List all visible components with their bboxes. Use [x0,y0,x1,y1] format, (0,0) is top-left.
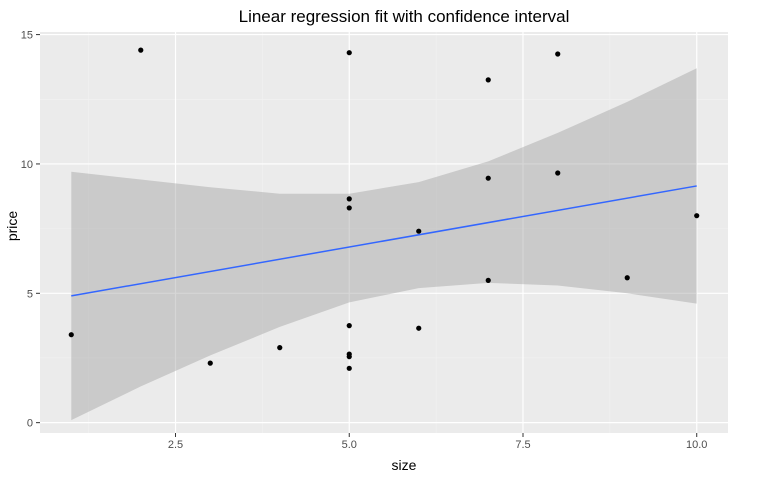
data-point [346,365,352,371]
y-tick-label: 15 [21,30,33,42]
data-point [346,50,352,56]
regression-line [71,185,697,297]
data-point [138,47,144,53]
data-point [346,323,352,329]
data-point [346,196,352,202]
data-point [555,51,561,57]
fit-line-layer [71,185,697,297]
points-layer [68,47,700,371]
data-point [555,170,561,176]
x-tick-label: 7.5 [515,439,530,451]
data-point [624,275,630,281]
data-point [346,354,352,360]
x-axis-ticks: 2.5 5.0 7.5 10.0 [168,433,707,451]
x-tick-label: 10.0 [686,439,707,451]
chart-title: Linear regression fit with confidence in… [239,7,570,26]
confidence-band-layer [71,68,697,421]
y-axis-ticks: 0 5 10 15 [21,30,40,430]
data-point [485,77,491,83]
data-point [207,360,213,366]
x-axis-title: size [392,457,417,473]
x-tick-label: 2.5 [168,439,183,451]
data-point [416,228,422,234]
y-axis-title: price [4,211,20,242]
data-point [694,213,700,219]
y-tick-label: 5 [27,288,33,300]
y-tick-label: 10 [21,159,33,171]
data-point [346,205,352,211]
confidence-band [71,68,697,421]
y-tick-label: 0 [27,418,33,430]
plot-panel [40,32,728,433]
x-tick-label: 5.0 [342,439,357,451]
data-point [485,277,491,283]
data-point [485,175,491,181]
data-point [68,332,74,338]
grid-major [40,32,728,433]
data-point [277,345,283,351]
data-point [416,325,422,331]
